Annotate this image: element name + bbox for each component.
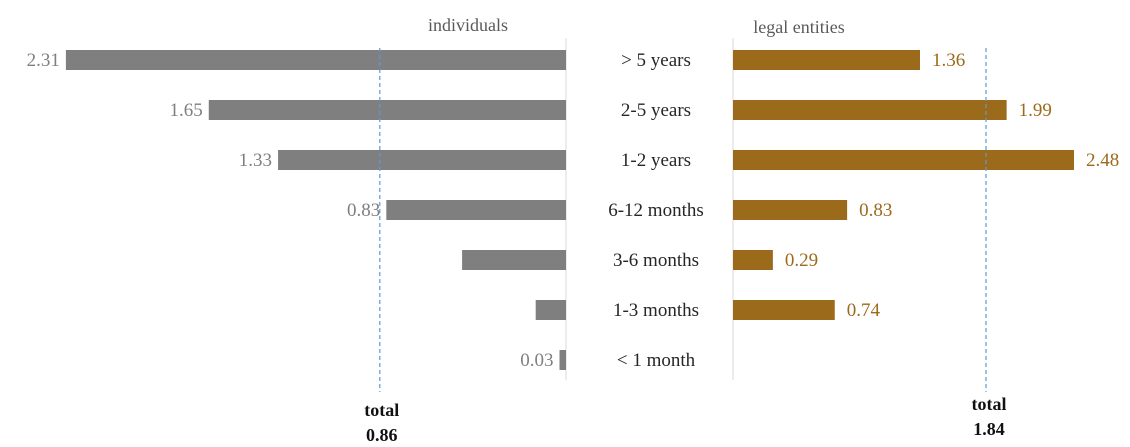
legal-entities-total-value: 1.84 [973, 419, 1005, 439]
individuals-bar-3-6-months [462, 250, 566, 270]
category-label: < 1 month [617, 350, 696, 371]
legal-entities-value-label: 1.36 [932, 50, 965, 71]
individuals-value-label: 2.31 [27, 50, 60, 71]
individuals-value-label: 1.33 [239, 150, 272, 171]
legal-entities-value-label: 0.29 [785, 250, 818, 271]
individuals-bar-2-5-years [208, 100, 566, 120]
legal-entities-value-label: 2.48 [1086, 150, 1119, 171]
individuals-bar-1-month [559, 350, 566, 370]
legal-entities-bar-1-2-years [733, 150, 1074, 170]
legal-entities-bars [733, 50, 1074, 320]
individuals-total-label: total [364, 400, 399, 420]
value-labels: 2.31 1.36 1.65 1.99 1.33 2.48 0.83 0.83 0.29 0.74… [27, 50, 1120, 371]
legal-entities-total-label: total [972, 394, 1007, 414]
individuals-bars [65, 50, 566, 370]
individuals-bar-5-years [65, 50, 566, 70]
category-label: 2-5 years [621, 100, 691, 121]
individuals-value-label: 0.03 [520, 350, 553, 371]
category-label: > 5 years [621, 50, 691, 71]
legal-entities-value-label: 0.74 [847, 300, 881, 321]
individuals-bar-1-3-months [535, 300, 566, 320]
individuals-value-label: 0.83 [347, 200, 380, 221]
legal-entities-value-label: 0.83 [859, 200, 892, 221]
category-label: 1-2 years [621, 150, 691, 171]
individuals-bar-6-12-months [386, 200, 566, 220]
individuals-value-label: 1.65 [170, 100, 203, 121]
category-label: 1-3 months [613, 300, 699, 321]
legal-entities-bar-6-12-months [733, 200, 848, 220]
panel-title-legal-entities: legal entities [753, 17, 844, 37]
individuals-bar-1-2-years [278, 150, 566, 170]
legal-entities-bar-2-5-years [733, 100, 1007, 120]
category-label: 6-12 months [608, 200, 704, 221]
legal-entities-bar-5-years [733, 50, 920, 70]
individuals-total-value: 0.86 [366, 425, 398, 445]
panel-title-individuals: individuals [428, 15, 508, 35]
legal-entities-value-label: 1.99 [1019, 100, 1052, 121]
category-label: 3-6 months [613, 250, 699, 271]
legal-entities-bar-3-6-months [733, 250, 773, 270]
legal-entities-bar-1-3-months [733, 300, 835, 320]
category-labels: > 5 years 2-5 years 1-2 years 6-12 months 3-… [608, 50, 704, 371]
